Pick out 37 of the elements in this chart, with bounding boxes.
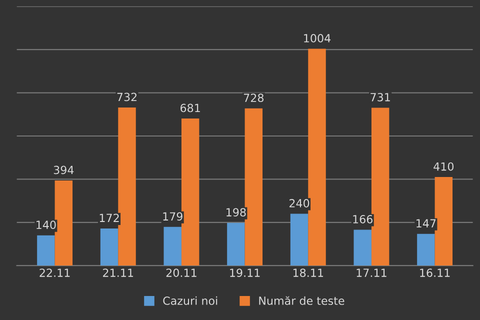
x-tick-label: 19.11 — [230, 268, 260, 277]
x-tick-label: 21.11 — [103, 268, 134, 277]
data-label: 172 — [100, 214, 119, 222]
bar — [181, 118, 200, 266]
bar — [54, 180, 73, 266]
bar — [371, 108, 390, 266]
data-label: 731 — [370, 92, 390, 102]
x-tick-label: 20.11 — [166, 268, 196, 277]
bar — [227, 222, 245, 266]
bar — [354, 230, 372, 266]
bar — [100, 228, 118, 266]
x-tick-label: 17.11 — [356, 268, 386, 277]
data-label: 728 — [244, 94, 264, 102]
data-label: 179 — [163, 212, 182, 221]
data-label: 140 — [36, 220, 56, 230]
x-tick-label: 18.11 — [293, 268, 324, 277]
data-label: 240 — [289, 199, 310, 208]
bar — [434, 177, 453, 266]
data-label: 147 — [416, 219, 436, 228]
legend-label: Cazuri noi — [163, 296, 218, 305]
bar — [308, 48, 326, 266]
x-tick-label: 22.11 — [40, 268, 70, 277]
x-tick-label: 16.11 — [420, 268, 450, 277]
bar — [118, 107, 136, 266]
data-label: 732 — [117, 92, 136, 102]
data-label: 166 — [353, 215, 373, 224]
data-label: 394 — [54, 166, 74, 174]
data-label: 1004 — [304, 34, 331, 42]
bar — [164, 226, 182, 266]
bar — [290, 214, 308, 266]
data-label: 681 — [180, 104, 200, 112]
data-label: 410 — [434, 162, 454, 171]
data-label: 198 — [226, 208, 246, 217]
legend-label: Număr de teste — [259, 296, 344, 305]
bar — [244, 108, 263, 266]
bar — [37, 235, 55, 266]
bar — [417, 234, 435, 266]
